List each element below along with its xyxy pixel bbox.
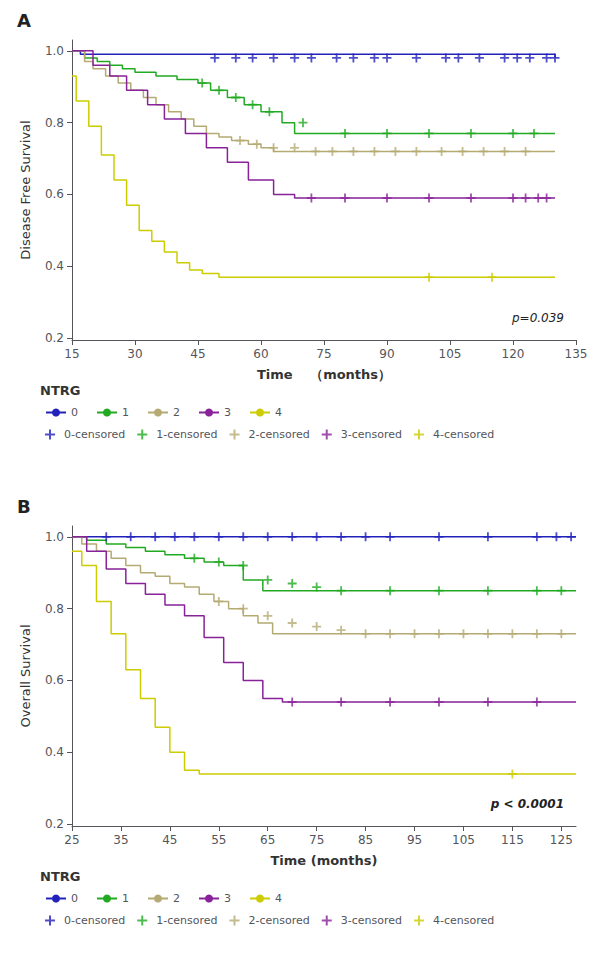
svg-text:105: 105	[452, 833, 475, 847]
svg-text:45: 45	[162, 833, 177, 847]
svg-text:1: 1	[122, 892, 129, 905]
svg-text:1-censored: 1-censored	[156, 428, 217, 441]
svg-text:3-censored: 3-censored	[341, 914, 402, 927]
svg-text:115: 115	[501, 833, 524, 847]
svg-text:30: 30	[127, 347, 142, 361]
svg-text:2-censored: 2-censored	[248, 428, 309, 441]
svg-text:0.4: 0.4	[45, 745, 64, 759]
svg-text:Overall Survival: Overall Survival	[18, 624, 33, 727]
svg-text:0.6: 0.6	[45, 673, 64, 687]
svg-text:0-censored: 0-censored	[64, 428, 125, 441]
svg-text:0.8: 0.8	[45, 116, 64, 130]
svg-text:95: 95	[407, 833, 422, 847]
svg-text:0.8: 0.8	[45, 602, 64, 616]
svg-text:p=0.039: p=0.039	[511, 311, 564, 325]
svg-text:65: 65	[260, 833, 275, 847]
svg-text:45: 45	[190, 347, 205, 361]
svg-text:1-censored: 1-censored	[156, 914, 217, 927]
svg-text:125: 125	[550, 833, 573, 847]
svg-text:1.0: 1.0	[45, 44, 64, 58]
svg-text:1: 1	[122, 406, 129, 419]
svg-text:3: 3	[224, 406, 231, 419]
svg-text:4: 4	[275, 892, 282, 905]
svg-text:NTRG: NTRG	[40, 869, 80, 884]
svg-text:2-censored: 2-censored	[248, 914, 309, 927]
svg-text:2: 2	[173, 892, 180, 905]
svg-text:60: 60	[253, 347, 268, 361]
svg-text:15: 15	[64, 347, 79, 361]
svg-text:3: 3	[224, 892, 231, 905]
svg-text:1.0: 1.0	[45, 530, 64, 544]
svg-text:135: 135	[565, 347, 588, 361]
svg-text:75: 75	[309, 833, 324, 847]
svg-text:p < 0.0001: p < 0.0001	[490, 797, 564, 811]
svg-text:90: 90	[379, 347, 394, 361]
svg-text:4: 4	[275, 406, 282, 419]
svg-text:A: A	[17, 10, 31, 31]
svg-text:55: 55	[211, 833, 226, 847]
svg-text:Time （months）: Time （months）	[257, 367, 391, 382]
svg-text:0.6: 0.6	[45, 187, 64, 201]
svg-text:Disease Free Survival: Disease Free Survival	[18, 120, 33, 259]
svg-text:25: 25	[64, 833, 79, 847]
svg-text:0: 0	[71, 406, 78, 419]
svg-text:85: 85	[358, 833, 373, 847]
svg-text:0.4: 0.4	[45, 259, 64, 273]
svg-text:4-censored: 4-censored	[433, 428, 494, 441]
svg-text:2: 2	[173, 406, 180, 419]
svg-text:0.2: 0.2	[45, 331, 64, 345]
svg-text:75: 75	[316, 347, 331, 361]
svg-text:4-censored: 4-censored	[433, 914, 494, 927]
svg-text:120: 120	[502, 347, 525, 361]
svg-text:105: 105	[439, 347, 462, 361]
svg-text:B: B	[17, 496, 31, 517]
svg-text:Time (months): Time (months)	[270, 853, 377, 868]
svg-text:0-censored: 0-censored	[64, 914, 125, 927]
svg-text:35: 35	[113, 833, 128, 847]
svg-text:3-censored: 3-censored	[341, 428, 402, 441]
svg-text:0: 0	[71, 892, 78, 905]
svg-text:0.2: 0.2	[45, 817, 64, 831]
svg-text:NTRG: NTRG	[40, 383, 80, 398]
